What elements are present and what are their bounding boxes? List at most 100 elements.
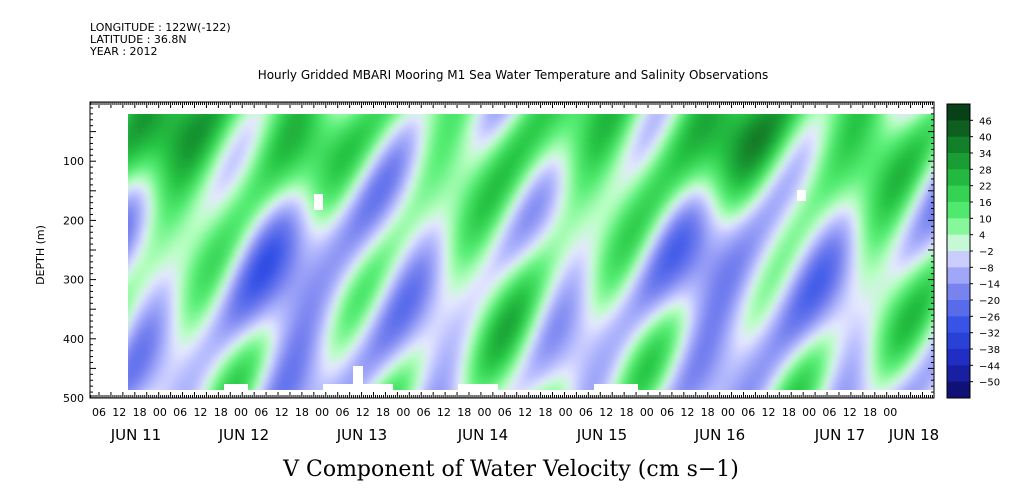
- x-hour-label: 00: [478, 406, 492, 419]
- x-hour-label: 06: [335, 406, 349, 419]
- colorbar-segment: [947, 218, 970, 236]
- colorbar-label: 34: [979, 149, 992, 160]
- x-hour-label: 12: [599, 406, 613, 419]
- colorbar-segment: [947, 381, 970, 399]
- colorbar: 46 40 34 28 22 16 10 4 −2 −8 −14 −20 −26 −32 −38 −44 −50: [946, 103, 1000, 399]
- colorbar-segment: [947, 267, 970, 285]
- colorbar-segment: [947, 153, 970, 170]
- x-hour-label: 00: [153, 406, 167, 419]
- x-hour-label: 06: [417, 406, 431, 419]
- colorbar-label: −8: [979, 263, 994, 274]
- gap-2: [353, 366, 363, 390]
- header-meta: LONGITUDE : 122W(-122) LATITUDE : 36.8N …: [90, 22, 231, 58]
- gap-4: [323, 384, 393, 390]
- x-hour-label: 00: [640, 406, 654, 419]
- gap-0: [314, 194, 323, 210]
- x-hour-label: 06: [92, 406, 106, 419]
- x-hour-label: 18: [701, 406, 715, 419]
- x-day-label: JUN 18: [888, 426, 939, 444]
- y-tick-label: 300: [63, 274, 84, 287]
- colorbar-segment: [947, 251, 970, 268]
- x-hour-label: 06: [579, 406, 593, 419]
- x-day-label: JUN 11: [110, 426, 161, 444]
- x-day-label: JUN 12: [218, 426, 269, 444]
- colorbar-segment: [947, 136, 970, 154]
- x-hour-label: 18: [863, 406, 877, 419]
- y-tick-label: 500: [63, 392, 84, 405]
- x-axis: 06 12 18 00 06 12 18 00 06 12 18 00 06 12 18 00 06 12 18 00…: [90, 102, 939, 444]
- x-hour-label: 12: [437, 406, 451, 419]
- x-hour-label: 12: [762, 406, 776, 419]
- colorbar-segment: [947, 202, 970, 219]
- x-hour-label: 12: [518, 406, 532, 419]
- colorbar-segment: [947, 120, 970, 138]
- x-hour-label: 00: [396, 406, 410, 419]
- gap-6: [594, 384, 638, 390]
- chart-title: Hourly Gridded MBARI Mooring M1 Sea Wate…: [257, 68, 769, 82]
- colorbar-label: −44: [979, 361, 1000, 372]
- colorbar-label: 10: [979, 214, 992, 225]
- y-axis: 100 200 300 400 500: [63, 101, 934, 405]
- x-hour-label: 12: [356, 406, 370, 419]
- x-hour-label: 12: [843, 406, 857, 419]
- x-hour-label: 18: [782, 406, 796, 419]
- x-hour-label: 00: [234, 406, 248, 419]
- x-hour-label: 06: [822, 406, 836, 419]
- x-hour-label: 12: [680, 406, 694, 419]
- colorbar-label: 4: [979, 231, 985, 242]
- x-day-label: JUN 17: [814, 426, 865, 444]
- x-hour-label: 18: [376, 406, 390, 419]
- gap-1: [797, 190, 806, 201]
- x-hour-label: 00: [315, 406, 329, 419]
- colorbar-segment: [947, 349, 970, 366]
- year-label: YEAR : 2012: [90, 45, 158, 58]
- x-hour-label: 00: [559, 406, 573, 419]
- colorbar-segment: [947, 332, 970, 350]
- x-day-label: JUN 13: [336, 426, 387, 444]
- gap-5: [458, 384, 498, 390]
- heatmap-field: [128, 114, 934, 390]
- x-hour-label: 00: [802, 406, 816, 419]
- x-hour-label: 12: [112, 406, 126, 419]
- x-hour-label: 00: [721, 406, 735, 419]
- colorbar-segment: [947, 283, 970, 301]
- colorbar-label: 16: [979, 198, 992, 209]
- x-hour-label: 06: [498, 406, 512, 419]
- colorbar-label: 40: [979, 133, 992, 144]
- x-day-label: JUN 14: [457, 426, 508, 444]
- x-day-label: JUN 15: [576, 426, 627, 444]
- x-hour-label: 06: [173, 406, 187, 419]
- x-hour-label: 18: [295, 406, 309, 419]
- colorbar-segment: [947, 234, 970, 252]
- x-day-label: JUN 16: [694, 426, 745, 444]
- colorbar-label: 22: [979, 182, 992, 193]
- x-hour-label: 18: [214, 406, 228, 419]
- x-hour-label: 06: [660, 406, 674, 419]
- colorbar-segment: [947, 316, 970, 334]
- colorbar-segment: [947, 185, 970, 203]
- colorbar-label: −26: [979, 312, 1000, 323]
- x-hour-label: 06: [741, 406, 755, 419]
- gap-3: [224, 384, 248, 390]
- x-hour-label: 06: [254, 406, 268, 419]
- y-tick-label: 400: [63, 333, 84, 346]
- missing-data-gaps: [224, 190, 806, 390]
- colorbar-label: −2: [979, 247, 994, 258]
- x-hour-label: 12: [193, 406, 207, 419]
- colorbar-label: −20: [979, 296, 1000, 307]
- colorbar-label: 28: [979, 165, 992, 176]
- colorbar-label: −14: [979, 280, 1000, 291]
- colorbar-label: 46: [979, 116, 992, 127]
- colorbar-segment: [947, 365, 970, 383]
- x-hour-label: 12: [275, 406, 289, 419]
- y-tick-label: 200: [63, 214, 84, 227]
- colorbar-label: −38: [979, 345, 1000, 356]
- latitude-label: LATITUDE : 36.8N: [90, 33, 187, 46]
- y-tick-label: 100: [63, 155, 84, 168]
- colorbar-segment: [947, 300, 970, 317]
- x-axis-label: V Component of Water Velocity (cm s−1): [282, 457, 739, 482]
- longitude-label: LONGITUDE : 122W(-122): [90, 21, 231, 34]
- colorbar-label: −50: [979, 378, 1000, 389]
- y-axis-label: DEPTH (m): [34, 225, 47, 285]
